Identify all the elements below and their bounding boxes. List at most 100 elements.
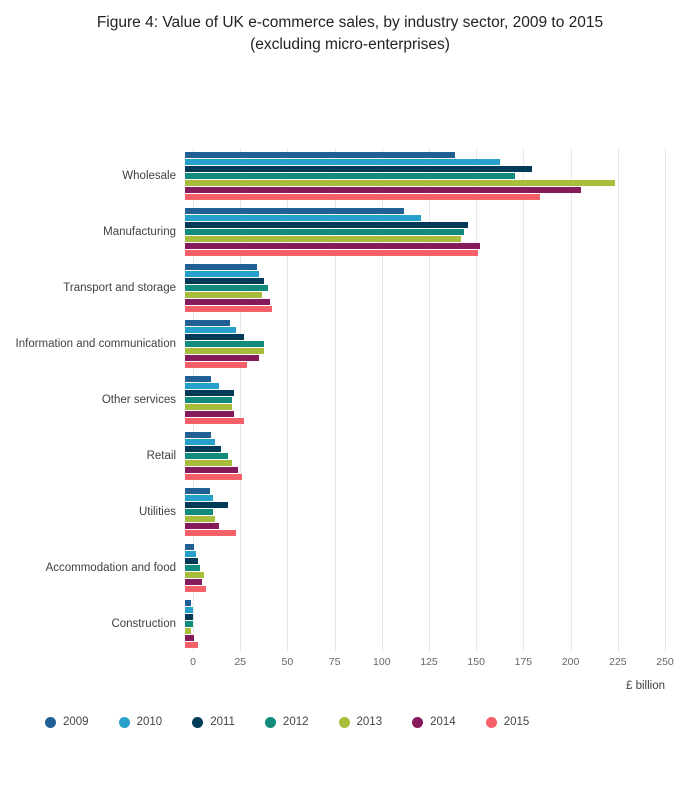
category-row: Information and communication	[0, 316, 700, 372]
bar-2011	[185, 222, 469, 229]
legend-label: 2012	[282, 716, 309, 729]
gridline	[287, 148, 289, 653]
bar-2010	[185, 327, 236, 334]
bar-2014	[185, 579, 202, 586]
gridline	[476, 148, 478, 653]
bar-2015	[185, 306, 272, 313]
bar-2011	[185, 390, 235, 397]
bar-2009	[185, 208, 404, 215]
bar-2012	[185, 565, 201, 572]
category-label: Transport and storage	[63, 282, 176, 295]
bar-2011	[185, 446, 221, 453]
bar-2011	[185, 558, 199, 565]
legend-item-2013[interactable]: 2013	[338, 716, 383, 729]
bar-2013	[185, 236, 461, 243]
bar-2010	[185, 551, 197, 558]
bar-2012	[185, 509, 214, 516]
bar-2014	[185, 299, 270, 306]
bar-2015	[185, 194, 540, 201]
bar-2009	[185, 152, 455, 159]
x-tick-label: 75	[328, 656, 341, 669]
bar-group	[185, 320, 657, 369]
legend-dot	[118, 716, 130, 728]
gridline	[665, 148, 666, 653]
bar-2013	[185, 572, 204, 579]
legend-item-2010[interactable]: 2010	[118, 716, 163, 729]
x-tick-label: 125	[420, 656, 438, 669]
bar-2010	[185, 439, 216, 446]
bar-2009	[185, 544, 195, 551]
category-label: Other services	[101, 394, 176, 407]
category-label: Manufacturing	[103, 226, 176, 239]
plot-area: Wholesale Manufacturing Transport and stor…	[0, 148, 700, 653]
legend: 2009 2010 2011 2012 2013 2014 2015	[45, 716, 700, 728]
bar-2009	[185, 488, 210, 495]
x-tick-label: 25	[234, 656, 247, 669]
bar-group	[185, 264, 657, 313]
bar-2012	[185, 173, 516, 180]
bar-2015	[185, 530, 236, 537]
bar-2009	[185, 600, 191, 607]
x-tick-label: 225	[609, 656, 627, 669]
gridline	[240, 148, 242, 653]
bar-2015	[185, 250, 478, 257]
bar-2013	[185, 628, 191, 635]
category-row: Retail	[0, 428, 700, 484]
category-row: Other services	[0, 372, 700, 428]
gridline	[617, 148, 619, 653]
legend-label: 2011	[210, 716, 235, 729]
legend-item-2014[interactable]: 2014	[412, 716, 456, 728]
bar-2010	[185, 271, 259, 278]
bar-2015	[185, 586, 206, 593]
category-row: Accommodation and food	[0, 540, 700, 596]
bar-2010	[185, 383, 219, 390]
chart-title-line1: Figure 4: Value of UK e-commerce sales, …	[96, 14, 604, 31]
category-row: Wholesale	[0, 148, 700, 204]
legend-label: 2013	[356, 716, 383, 729]
legend-item-2012[interactable]: 2012	[264, 716, 309, 729]
bar-2012	[185, 397, 233, 404]
bar-2010	[185, 495, 214, 502]
bar-2010	[185, 215, 421, 222]
legend-item-2011[interactable]: 2011	[192, 716, 235, 728]
x-tick-label: 250	[656, 656, 674, 669]
bar-group	[185, 544, 657, 593]
legend-label: 2015	[503, 716, 530, 729]
category-label: Retail	[146, 450, 176, 463]
bar-2010	[185, 159, 501, 166]
legend-item-2015[interactable]: 2015	[485, 716, 530, 729]
chart-title-line2: (excluding micro-enterprises)	[250, 35, 450, 53]
legend-item-2009[interactable]: 2009	[45, 716, 89, 728]
bar-2011	[185, 166, 533, 173]
bar-2011	[185, 278, 265, 285]
bar-2013	[185, 460, 233, 467]
bar-2011	[185, 334, 244, 341]
bar-group	[185, 376, 657, 425]
legend-dot	[192, 716, 204, 728]
bar-2014	[185, 411, 235, 418]
x-tick-label: 175	[514, 656, 533, 669]
legend-dot	[412, 716, 424, 728]
bar-2012	[185, 285, 269, 292]
bar-group	[185, 488, 657, 537]
bar-2015	[185, 418, 244, 425]
bar-2014	[185, 243, 480, 250]
category-label: Accommodation and food	[45, 562, 176, 575]
bar-2009	[185, 432, 212, 439]
legend-dot	[338, 716, 350, 728]
bar-2013	[185, 180, 616, 187]
bar-group	[185, 152, 657, 201]
bar-2014	[185, 467, 238, 474]
x-tick-label: 100	[373, 656, 391, 669]
category-row: Construction	[0, 596, 700, 652]
bar-2011	[185, 502, 229, 509]
bar-2014	[185, 523, 219, 530]
category-row: Transport and storage	[0, 260, 700, 316]
bar-2012	[185, 453, 229, 460]
bar-2009	[185, 376, 212, 383]
legend-label: 2010	[136, 716, 163, 729]
category-label: Construction	[111, 618, 176, 631]
bar-2013	[185, 348, 265, 355]
category-row: Utilities	[0, 484, 700, 540]
